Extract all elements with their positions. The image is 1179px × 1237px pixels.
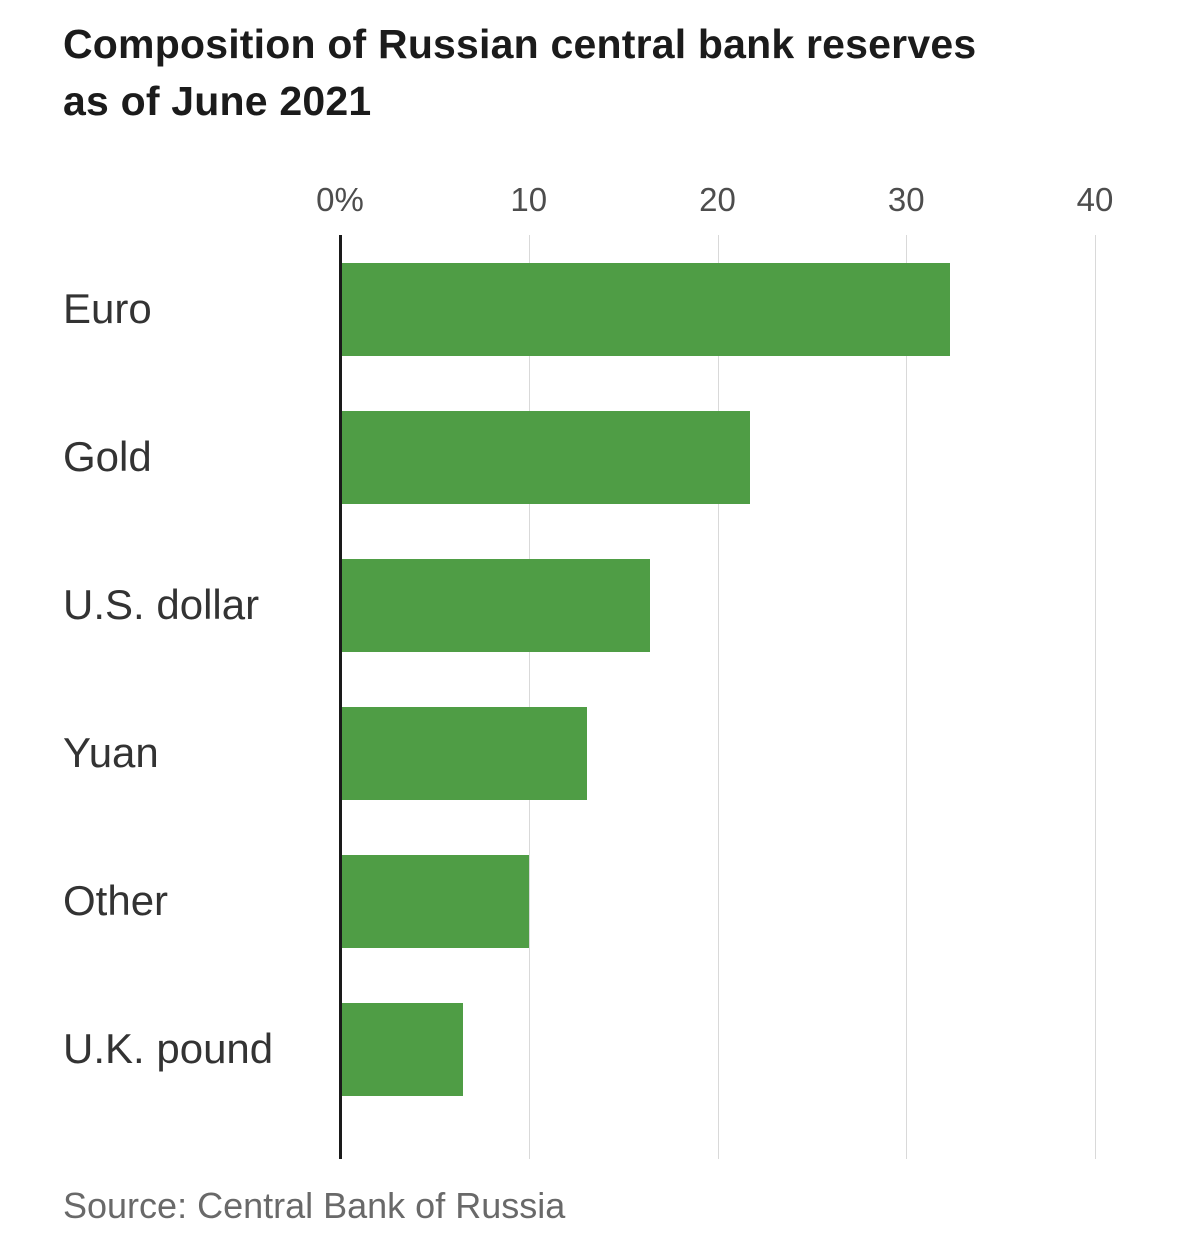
bar-track	[340, 262, 1095, 356]
x-axis-tick-label: 20	[699, 181, 736, 219]
x-axis-tick-label: 0%	[316, 181, 364, 219]
chart-body: Euro Gold U.S. dollar Yuan Other U.K. pound	[63, 235, 1096, 1160]
bar-chart: 0% 10 20 30 40 Euro Gold U.S. dollar Yuan Other U…	[63, 175, 1113, 1160]
x-axis-tick-label: 30	[887, 181, 925, 219]
category-label: Other	[63, 877, 169, 925]
bar-u-k-pound	[340, 1002, 463, 1096]
bar-track	[340, 410, 1095, 504]
bar-track	[340, 854, 1095, 948]
source-note: Source: Central Bank of Russia	[63, 1185, 566, 1227]
gridline	[1095, 235, 1096, 1160]
category-label: U.S. dollar	[63, 581, 260, 629]
tick-row-spacer	[63, 175, 340, 219]
bar-row: Euro	[63, 235, 1095, 383]
bar-row: U.S. dollar	[63, 531, 1095, 679]
bar-euro	[340, 262, 950, 356]
x-axis-tick-label: 40	[1076, 181, 1114, 219]
bar-row: U.K. pound	[63, 975, 1095, 1123]
x-axis-tick-row: 0% 10 20 30 40	[63, 175, 1113, 219]
bar-row: Gold	[63, 383, 1095, 531]
bar-other	[340, 854, 529, 948]
bar-yuan	[340, 706, 588, 800]
bar-rows: Euro Gold U.S. dollar Yuan Other U.K. pound	[63, 235, 1095, 1123]
bar-track	[340, 706, 1095, 800]
bar-row: Other	[63, 827, 1095, 975]
category-label: Gold	[63, 433, 152, 481]
category-label: Euro	[63, 285, 152, 333]
category-label: U.K. pound	[63, 1025, 274, 1073]
x-axis-tick-label: 10	[510, 181, 548, 219]
x-axis-ticks: 0% 10 20 30 40	[316, 175, 1113, 219]
bar-track	[340, 558, 1095, 652]
category-label: Yuan	[63, 729, 159, 777]
chart-title: Composition of Russian central bank rese…	[63, 21, 977, 124]
bar-track	[340, 1002, 1095, 1096]
bar-u-s-dollar	[340, 558, 650, 652]
bar-gold	[340, 410, 750, 504]
bar-row: Yuan	[63, 679, 1095, 827]
